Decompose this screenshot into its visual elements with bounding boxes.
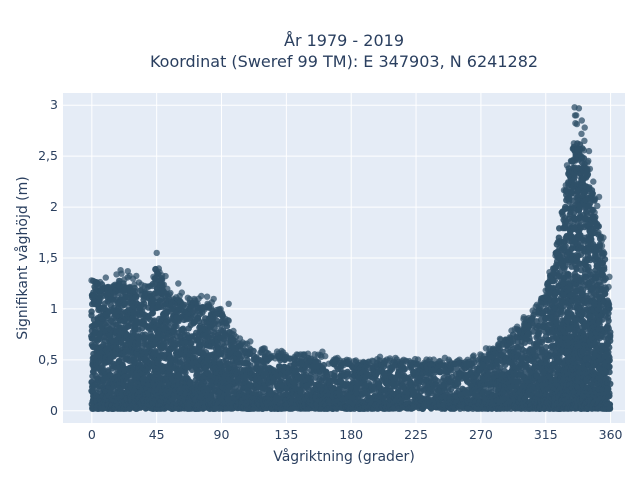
scatter-point <box>178 289 185 296</box>
scatter-point <box>131 287 139 295</box>
scatter-point <box>102 274 110 281</box>
scatter-point <box>225 317 232 324</box>
scatter-points <box>88 104 614 412</box>
scatter-point <box>470 352 477 359</box>
scatter-point <box>88 308 95 315</box>
scatter-point <box>223 322 231 330</box>
scatter-point <box>179 325 187 332</box>
scatter-point <box>113 271 120 278</box>
scatter-point <box>244 356 251 364</box>
scatter-point <box>198 292 205 300</box>
scatter-point <box>331 373 338 380</box>
scatter-point <box>167 289 174 297</box>
scatter-point <box>133 272 140 280</box>
scatter-point <box>210 295 217 303</box>
scatter-point <box>162 272 169 280</box>
